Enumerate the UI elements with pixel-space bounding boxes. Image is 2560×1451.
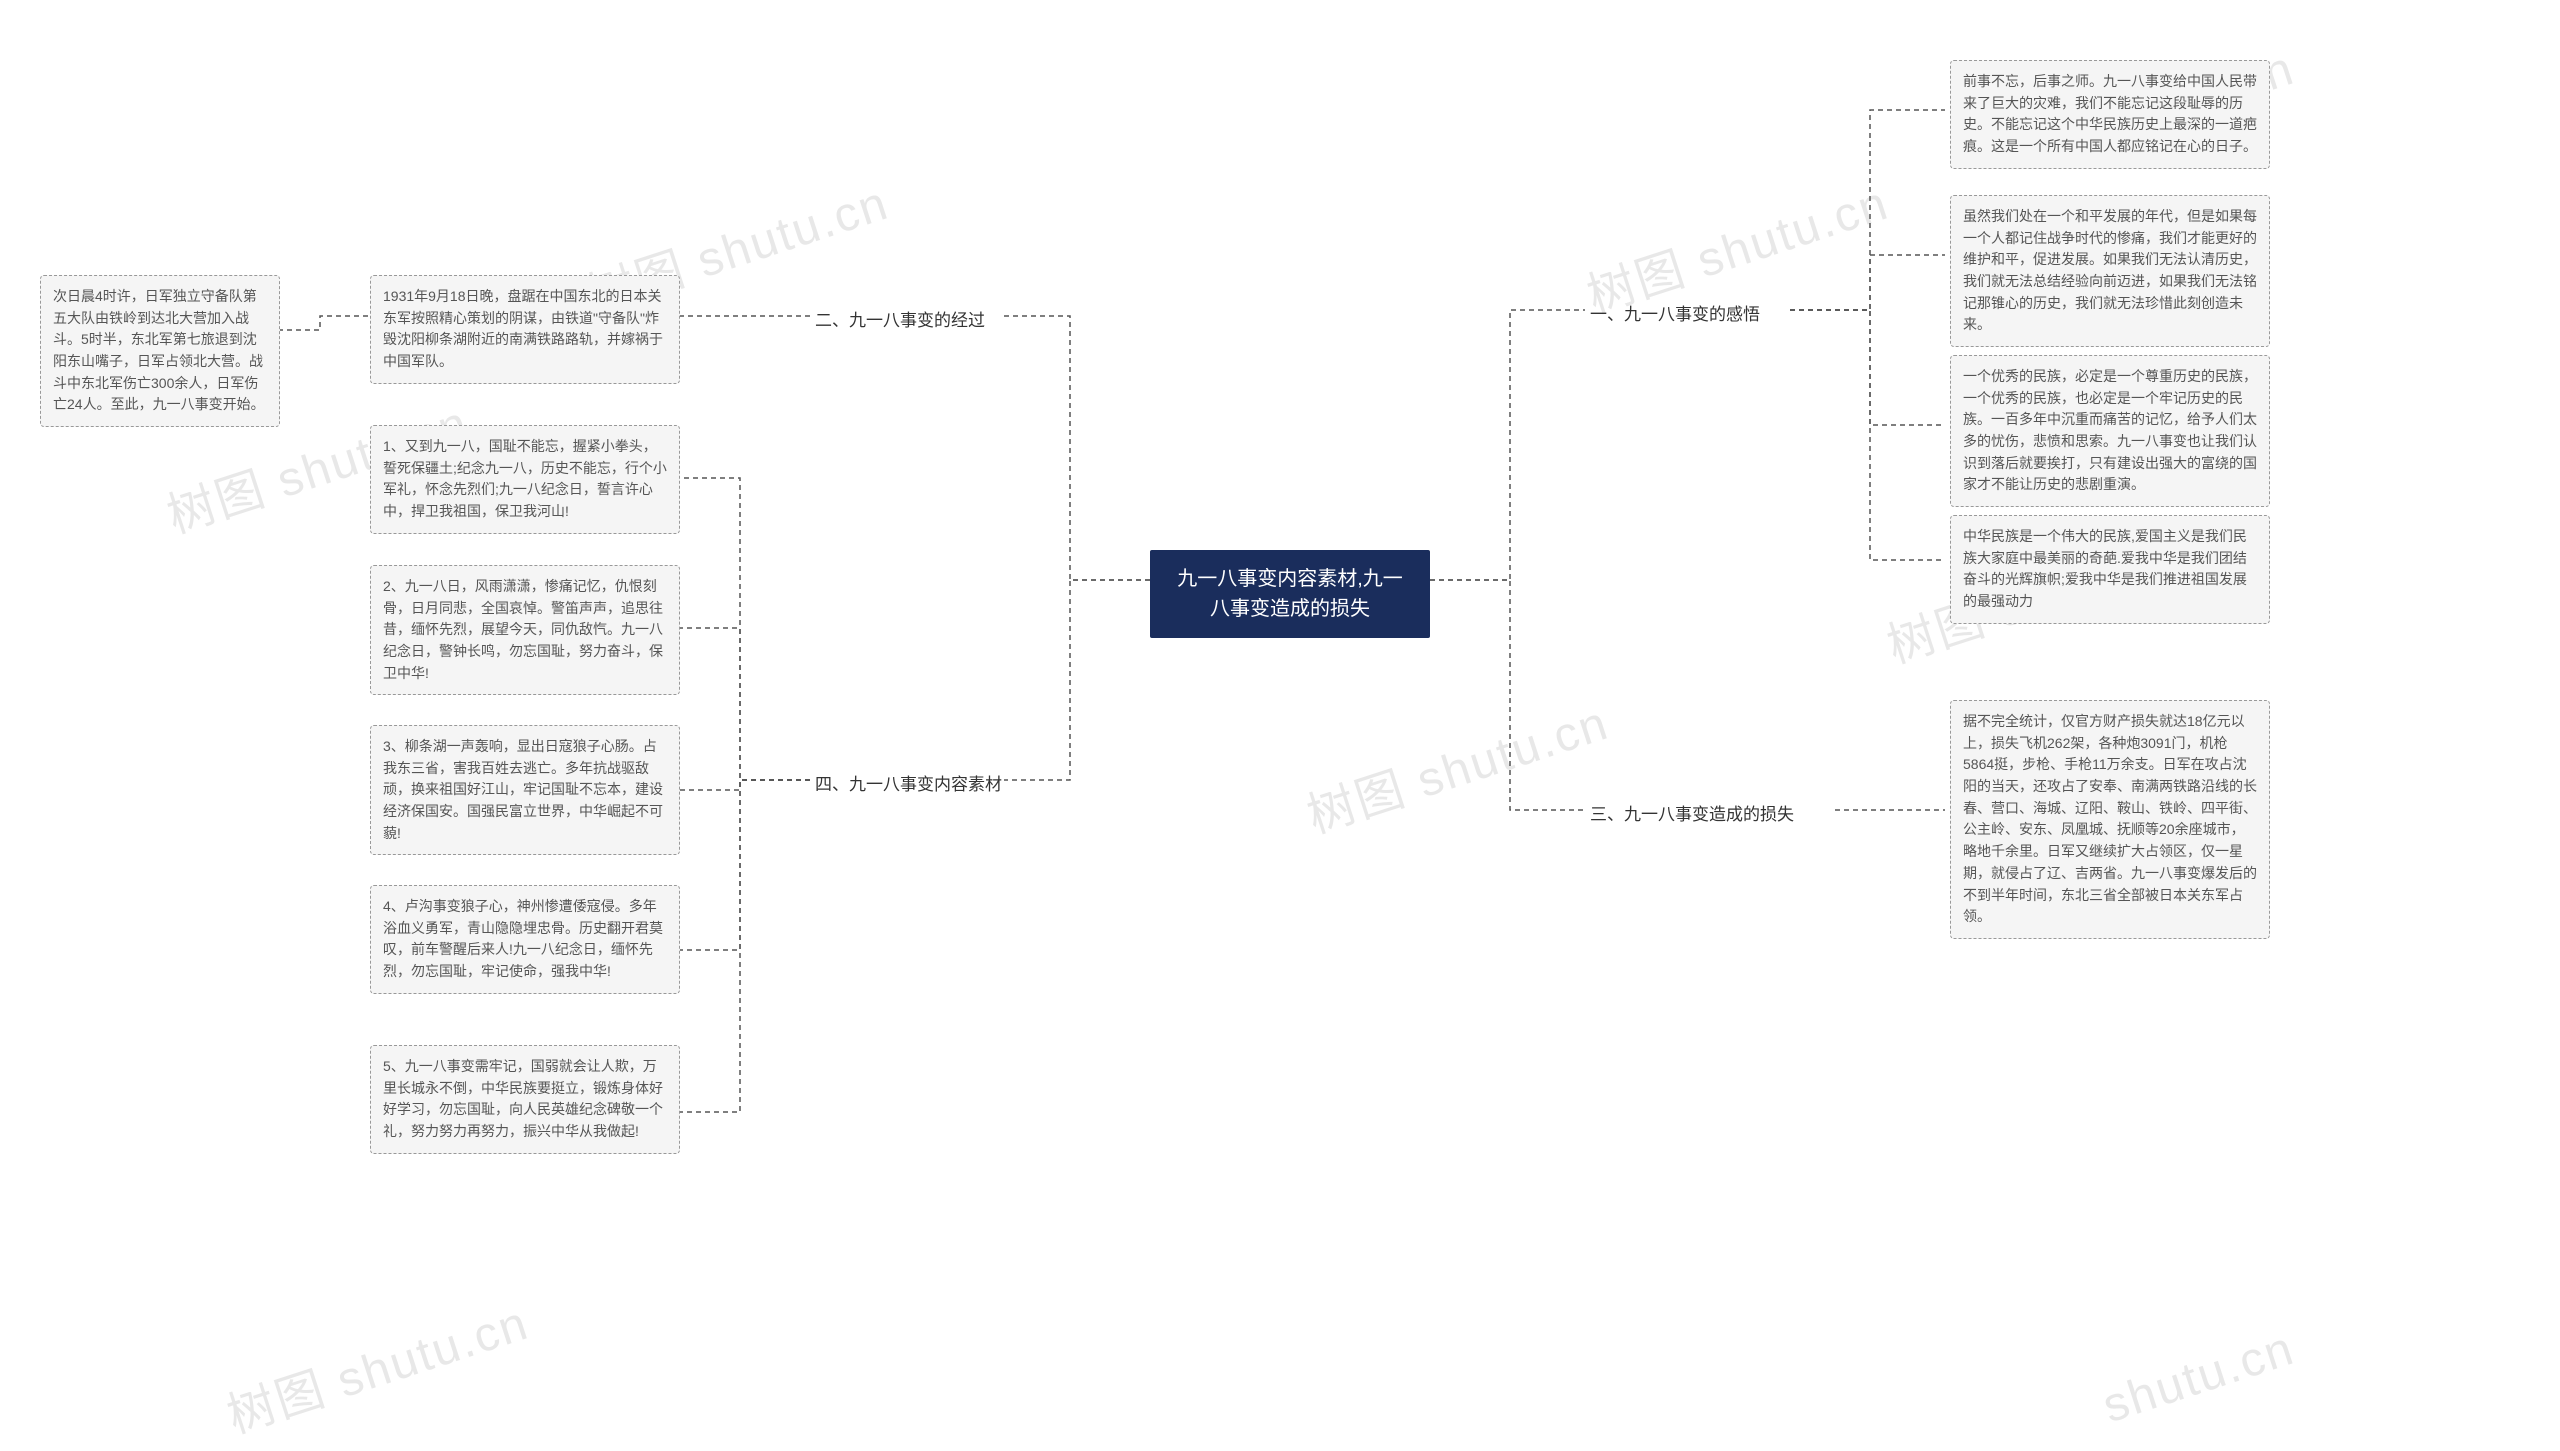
branch-losses[interactable]: 三、九一八事变造成的损失 (1590, 800, 1794, 825)
leaf-reflection-3[interactable]: 一个优秀的民族，必定是一个尊重历史的民族，一个优秀的民族，也必定是一个牢记历史的… (1950, 355, 2270, 507)
leaf-material-1[interactable]: 1、又到九一八，国耻不能忘，握紧小拳头，誓死保疆土;纪念九一八，历史不能忘，行个… (370, 425, 680, 534)
mindmap-canvas: 树图 shutu.cn 树图 shutu.cn 树图 shutu.cn shut… (0, 0, 2560, 1451)
leaf-reflection-4[interactable]: 中华民族是一个伟大的民族,爱国主义是我们民族大家庭中最美丽的奇葩.爱我中华是我们… (1950, 515, 2270, 624)
branch-reflections[interactable]: 一、九一八事变的感悟 (1590, 300, 1760, 325)
center-topic[interactable]: 九一八事变内容素材,九一八事变造成的损失 (1150, 550, 1430, 638)
leaf-process-2[interactable]: 次日晨4时许，日军独立守备队第五大队由铁岭到达北大营加入战斗。5时半，东北军第七… (40, 275, 280, 427)
leaf-losses-1[interactable]: 据不完全统计，仅官方财产损失就达18亿元以上，损失飞机262架，各种炮3091门… (1950, 700, 2270, 939)
watermark: 树图 shutu.cn (217, 1283, 536, 1446)
leaf-material-2[interactable]: 2、九一八日，风雨潇潇，惨痛记忆，仇恨刻骨，日月同悲，全国哀悼。警笛声声，追思往… (370, 565, 680, 695)
leaf-reflection-2[interactable]: 虽然我们处在一个和平发展的年代，但是如果每一个人都记住战争时代的惨痛，我们才能更… (1950, 195, 2270, 347)
leaf-process-1[interactable]: 1931年9月18日晚，盘踞在中国东北的日本关东军按照精心策划的阴谋，由铁道"守… (370, 275, 680, 384)
branch-process[interactable]: 二、九一八事变的经过 (815, 306, 985, 331)
leaf-material-4[interactable]: 4、卢沟事变狼子心，神州惨遭倭寇侵。多年浴血义勇军，青山隐隐埋忠骨。历史翻开君莫… (370, 885, 680, 994)
watermark: 树图 shutu.cn (1297, 683, 1616, 846)
leaf-material-5[interactable]: 5、九一八事变需牢记，国弱就会让人欺，万里长城永不倒，中华民族要挺立，锻炼身体好… (370, 1045, 680, 1154)
watermark: shutu.cn (2096, 1321, 2301, 1434)
branch-materials[interactable]: 四、九一八事变内容素材 (815, 770, 1002, 795)
leaf-reflection-1[interactable]: 前事不忘，后事之师。九一八事变给中国人民带来了巨大的灾难，我们不能忘记这段耻辱的… (1950, 60, 2270, 169)
leaf-material-3[interactable]: 3、柳条湖一声轰响，显出日寇狼子心肠。占我东三省，害我百姓去逃亡。多年抗战驱敌顽… (370, 725, 680, 855)
